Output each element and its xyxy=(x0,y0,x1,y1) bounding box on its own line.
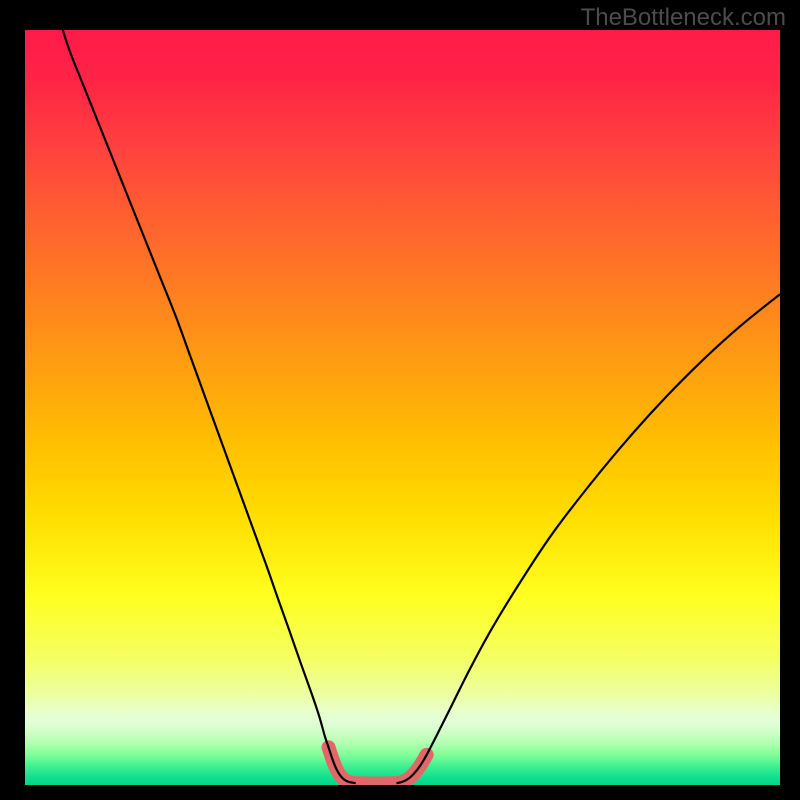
bottleneck-curves xyxy=(25,30,780,785)
chart-container: TheBottleneck.com xyxy=(0,0,800,800)
watermark-text: TheBottleneck.com xyxy=(581,4,786,32)
plot-area xyxy=(25,30,780,785)
